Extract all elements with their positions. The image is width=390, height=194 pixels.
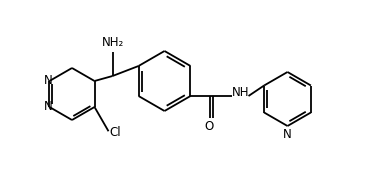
Text: NH: NH — [232, 86, 249, 99]
Text: NH₂: NH₂ — [101, 36, 124, 48]
Text: N: N — [44, 100, 53, 113]
Text: Cl: Cl — [110, 126, 121, 139]
Text: N: N — [44, 74, 53, 87]
Text: O: O — [205, 120, 214, 133]
Text: N: N — [283, 127, 292, 140]
